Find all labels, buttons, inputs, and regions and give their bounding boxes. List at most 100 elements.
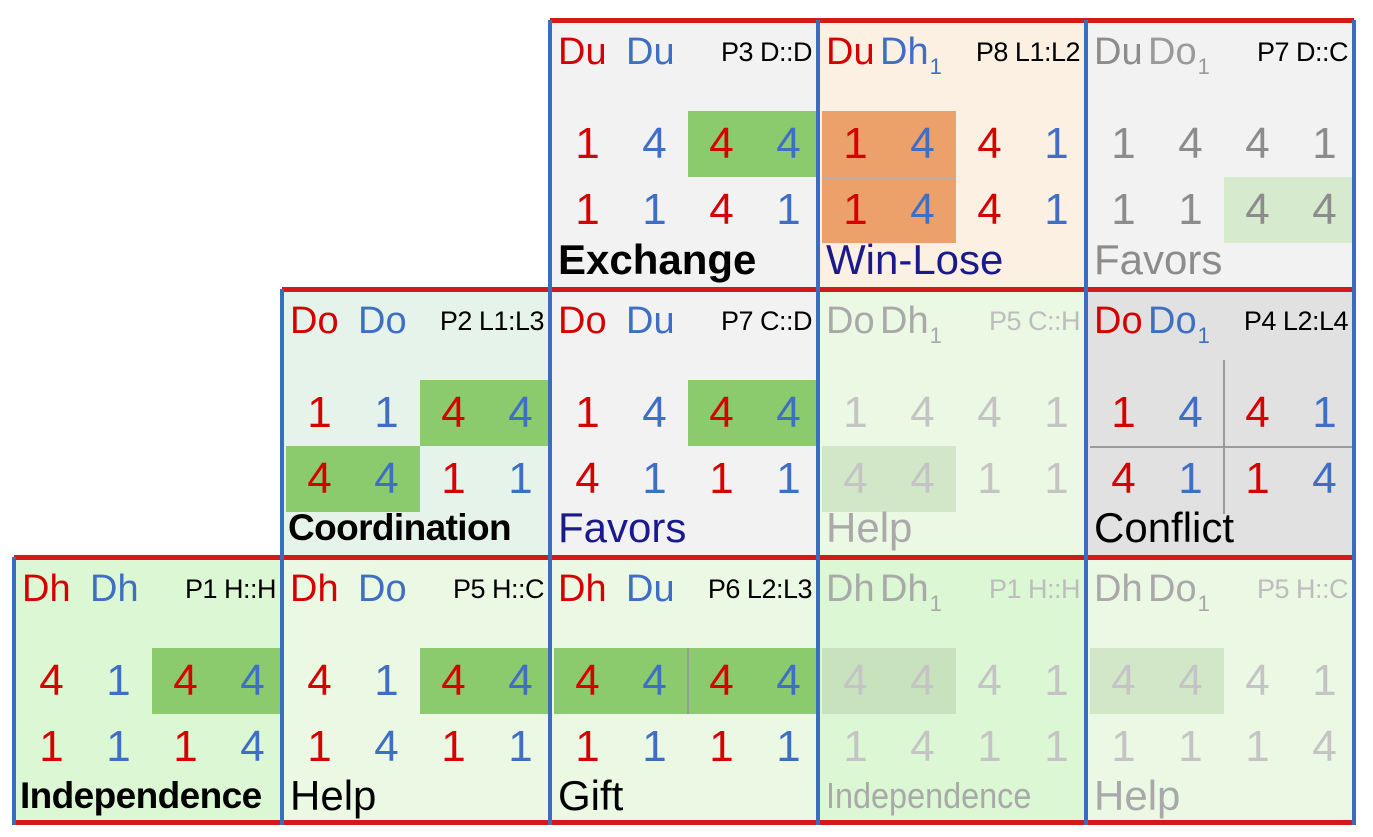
- player2-subscript: 1: [929, 54, 942, 79]
- game-cell: Du Dh1 P8 L1:L2 1 4 4 1 1 4 4 1 Win-Lose: [818, 20, 1086, 289]
- payoff-value: 4: [575, 656, 600, 705]
- cell-header: Du Dh1 P8 L1:L2: [818, 31, 1086, 79]
- highlight-block: [1224, 177, 1354, 243]
- highlight-block: [822, 111, 956, 177]
- player2-type: Du: [626, 569, 675, 609]
- game-cell: Dh Dh1 P1 H::H 4 4 4 1 1 4 1 1 Independence: [818, 557, 1086, 825]
- payoff-value: 4: [776, 388, 801, 437]
- game-cell: Du Du P3 D::D 1 4 4 4 1 1 4 1 Exchange: [550, 20, 818, 289]
- payoff-value: 4: [1245, 388, 1270, 437]
- cell-header: Dh Do P5 H::C: [282, 569, 550, 609]
- payoff-value: 4: [1111, 454, 1136, 503]
- player2-type: Du: [626, 301, 675, 341]
- payoff-value: 1: [39, 722, 64, 771]
- player1-type: Dh: [558, 568, 607, 610]
- payoff-value: 4: [1178, 656, 1203, 705]
- divider-vertical: [1223, 360, 1225, 514]
- payoff-value: 1: [374, 656, 399, 705]
- payoff-value: 1: [1312, 388, 1337, 437]
- row-border: [550, 18, 1354, 23]
- highlight-block: [822, 446, 956, 512]
- payoff-value: 4: [1178, 119, 1203, 168]
- game-label: Help: [826, 504, 913, 551]
- payoff-value: 1: [1178, 185, 1203, 234]
- payoff-value: 1: [575, 722, 600, 771]
- payoff-value: 1: [843, 388, 868, 437]
- pattern-code: P7 C::D: [720, 306, 813, 336]
- player1-type: Do: [290, 300, 339, 342]
- player1-type: Dh: [826, 568, 875, 610]
- pattern-code: P8 L1:L2: [975, 37, 1081, 67]
- payoff-value: 4: [910, 656, 935, 705]
- player2-type-text: Dh: [880, 31, 929, 73]
- payoff-value: 1: [1111, 119, 1136, 168]
- payoff-value: 1: [1245, 722, 1270, 771]
- game-label: Independence: [20, 775, 262, 816]
- payoff-value: 4: [977, 656, 1002, 705]
- payoff-value: 1: [441, 722, 466, 771]
- payoff-value: 4: [776, 656, 801, 705]
- payoff-value: 1: [1312, 119, 1337, 168]
- payoff-value: 1: [1044, 119, 1069, 168]
- payoff-value: 1: [508, 454, 533, 503]
- payoff-value: 1: [709, 722, 734, 771]
- game-label: Exchange: [558, 236, 757, 283]
- player1-type: Du: [1094, 31, 1143, 73]
- payoff-value: 1: [776, 722, 801, 771]
- cell-header: Dh Dh P1 H::H: [14, 569, 282, 609]
- payoff-value: 1: [977, 454, 1002, 503]
- payoff-value: 1: [843, 185, 868, 234]
- payoff-value: 4: [977, 119, 1002, 168]
- payoff-value: 4: [374, 722, 399, 771]
- player1-type: Dh: [290, 568, 339, 610]
- player2-type: Dh1: [880, 301, 942, 356]
- payoff-value: 1: [843, 722, 868, 771]
- payoff-value: 4: [977, 185, 1002, 234]
- payoff-value: 1: [575, 185, 600, 234]
- payoff-value: 4: [910, 119, 935, 168]
- payoff-value: 4: [1245, 656, 1270, 705]
- payoff-value: 4: [709, 185, 734, 234]
- payoff-value: 1: [642, 722, 667, 771]
- game-cell: Du Do1 P7 D::C 1 4 4 1 1 1 4 4 Favors: [1086, 20, 1354, 289]
- column-border: [1352, 20, 1356, 825]
- divider-vertical: [687, 648, 689, 714]
- player2-type: Do1: [1148, 569, 1210, 624]
- player1-type: Dh: [1094, 568, 1143, 610]
- payoff-value: 4: [843, 454, 868, 503]
- payoff-value: 4: [240, 656, 265, 705]
- cell-header: Do Do P2 L1:L3: [282, 301, 550, 341]
- game-label: Gift: [558, 772, 624, 819]
- player1-type: Do: [558, 300, 607, 342]
- payoff-value: 4: [307, 656, 332, 705]
- payoff-value: 4: [977, 388, 1002, 437]
- player2-type: Do: [358, 569, 407, 609]
- player2-subscript: 1: [1197, 54, 1210, 79]
- pattern-code: P4 L2:L4: [1243, 306, 1349, 336]
- player1-type: Do: [1094, 300, 1143, 342]
- game-cell: Dh Do1 P5 H::C 4 4 4 1 1 1 1 4 Help: [1086, 557, 1354, 825]
- cell-header: Dh Do1 P5 H::C: [1086, 568, 1354, 616]
- column-border: [1084, 20, 1088, 825]
- cell-header: Do Du P7 C::D: [550, 301, 818, 341]
- payoff-value: 1: [843, 119, 868, 168]
- payoff-value: 1: [575, 388, 600, 437]
- payoff-value: 4: [642, 656, 667, 705]
- player2-type: Do1: [1148, 32, 1210, 87]
- player1-type: Du: [826, 31, 875, 73]
- player2-type-text: Do: [1148, 300, 1197, 342]
- payoff-value: 4: [709, 119, 734, 168]
- highlight-block: [420, 648, 550, 714]
- payoff-value: 1: [642, 185, 667, 234]
- column-border: [280, 289, 284, 825]
- payoff-value: 1: [1312, 656, 1337, 705]
- payoff-value: 4: [910, 185, 935, 234]
- payoff-value: 1: [508, 722, 533, 771]
- payoff-value: 4: [843, 656, 868, 705]
- payoff-value: 1: [1178, 454, 1203, 503]
- player2-type-text: Du: [626, 300, 675, 342]
- column-border: [816, 20, 820, 825]
- cell-header: Do Dh1 P5 C::H: [818, 301, 1086, 348]
- player2-subscript: 1: [1197, 591, 1210, 616]
- payoff-value: 4: [508, 388, 533, 437]
